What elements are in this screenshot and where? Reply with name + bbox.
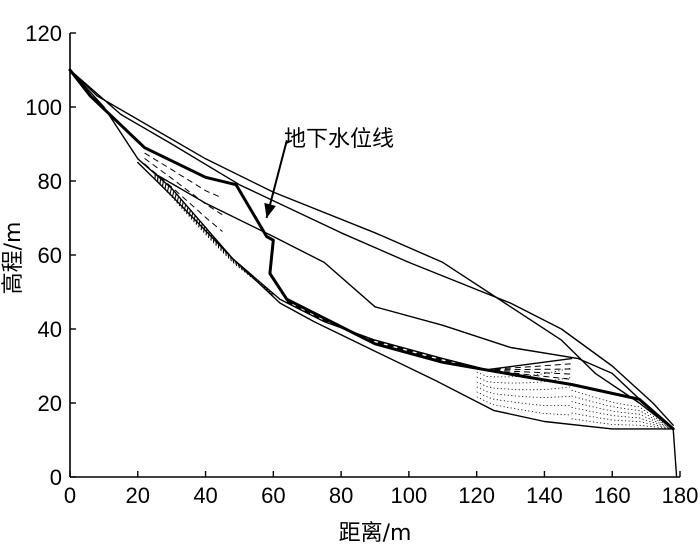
y-tick-label: 100 bbox=[25, 95, 62, 120]
y-tick-label: 40 bbox=[38, 317, 62, 342]
lower-dotted-line bbox=[571, 389, 674, 430]
lower-dotted-line bbox=[476, 367, 572, 378]
lower-dotted-line bbox=[571, 406, 674, 430]
x-tick-label: 20 bbox=[126, 483, 150, 508]
y-tick-label: 120 bbox=[25, 21, 62, 46]
upper-dashed-curve bbox=[144, 158, 223, 216]
upper-dotted-line bbox=[154, 176, 274, 296]
y-tick-label: 20 bbox=[38, 391, 62, 416]
upper-dashed-curve bbox=[144, 152, 223, 199]
x-tick-label: 0 bbox=[64, 483, 76, 508]
x-axis-ticks: 0 20 40 60 80 100 120 140 160 180 bbox=[64, 471, 698, 508]
lower-dotted-line bbox=[476, 396, 572, 416]
outer-slope-line bbox=[69, 69, 674, 430]
lower-dotted-line bbox=[476, 376, 572, 384]
y-axis-ticks: 0 20 40 60 80 100 120 bbox=[25, 21, 76, 490]
x-tick-label: 100 bbox=[391, 483, 428, 508]
y-axis-title: 高程/m bbox=[1, 222, 26, 295]
y-tick-label: 0 bbox=[50, 465, 62, 490]
lower-dotted-line bbox=[476, 381, 572, 391]
lower-dotted-line bbox=[476, 391, 572, 407]
x-tick-label: 60 bbox=[261, 483, 285, 508]
lower-dotted-line bbox=[571, 395, 674, 430]
annotation-arrow-head bbox=[264, 202, 276, 218]
groundwater-annotation-label: 地下水位线 bbox=[284, 127, 394, 152]
upper-dotted-line bbox=[154, 176, 274, 296]
inner-failure-lower-line bbox=[137, 161, 573, 371]
x-tick-label: 140 bbox=[526, 483, 563, 508]
lower-dotted-line bbox=[571, 401, 674, 430]
groundwater-line-line bbox=[68, 68, 675, 431]
x-tick-label: 180 bbox=[662, 483, 699, 508]
y-tick-label: 80 bbox=[38, 169, 62, 194]
axes bbox=[69, 33, 680, 478]
upper-dashed-curve bbox=[144, 163, 223, 232]
lower-dotted-line bbox=[571, 418, 674, 430]
upper-dotted-line bbox=[154, 177, 274, 295]
x-axis-title: 距离/m bbox=[339, 521, 412, 546]
dashed-curves bbox=[144, 152, 572, 380]
y-tick-label: 60 bbox=[38, 243, 62, 268]
x-tick-label: 120 bbox=[458, 483, 495, 508]
x-tick-label: 160 bbox=[594, 483, 631, 508]
x-tick-label: 40 bbox=[193, 483, 217, 508]
lower-dotted-line bbox=[476, 386, 572, 399]
lower-slope-line bbox=[69, 69, 678, 478]
series-lines bbox=[68, 68, 678, 478]
inner-failure-upper-line bbox=[154, 172, 664, 423]
upper-slip-surface-line bbox=[69, 69, 674, 426]
lower-dotted-line bbox=[571, 412, 674, 430]
annotation-arrow bbox=[264, 140, 288, 219]
x-tick-label: 80 bbox=[329, 483, 353, 508]
